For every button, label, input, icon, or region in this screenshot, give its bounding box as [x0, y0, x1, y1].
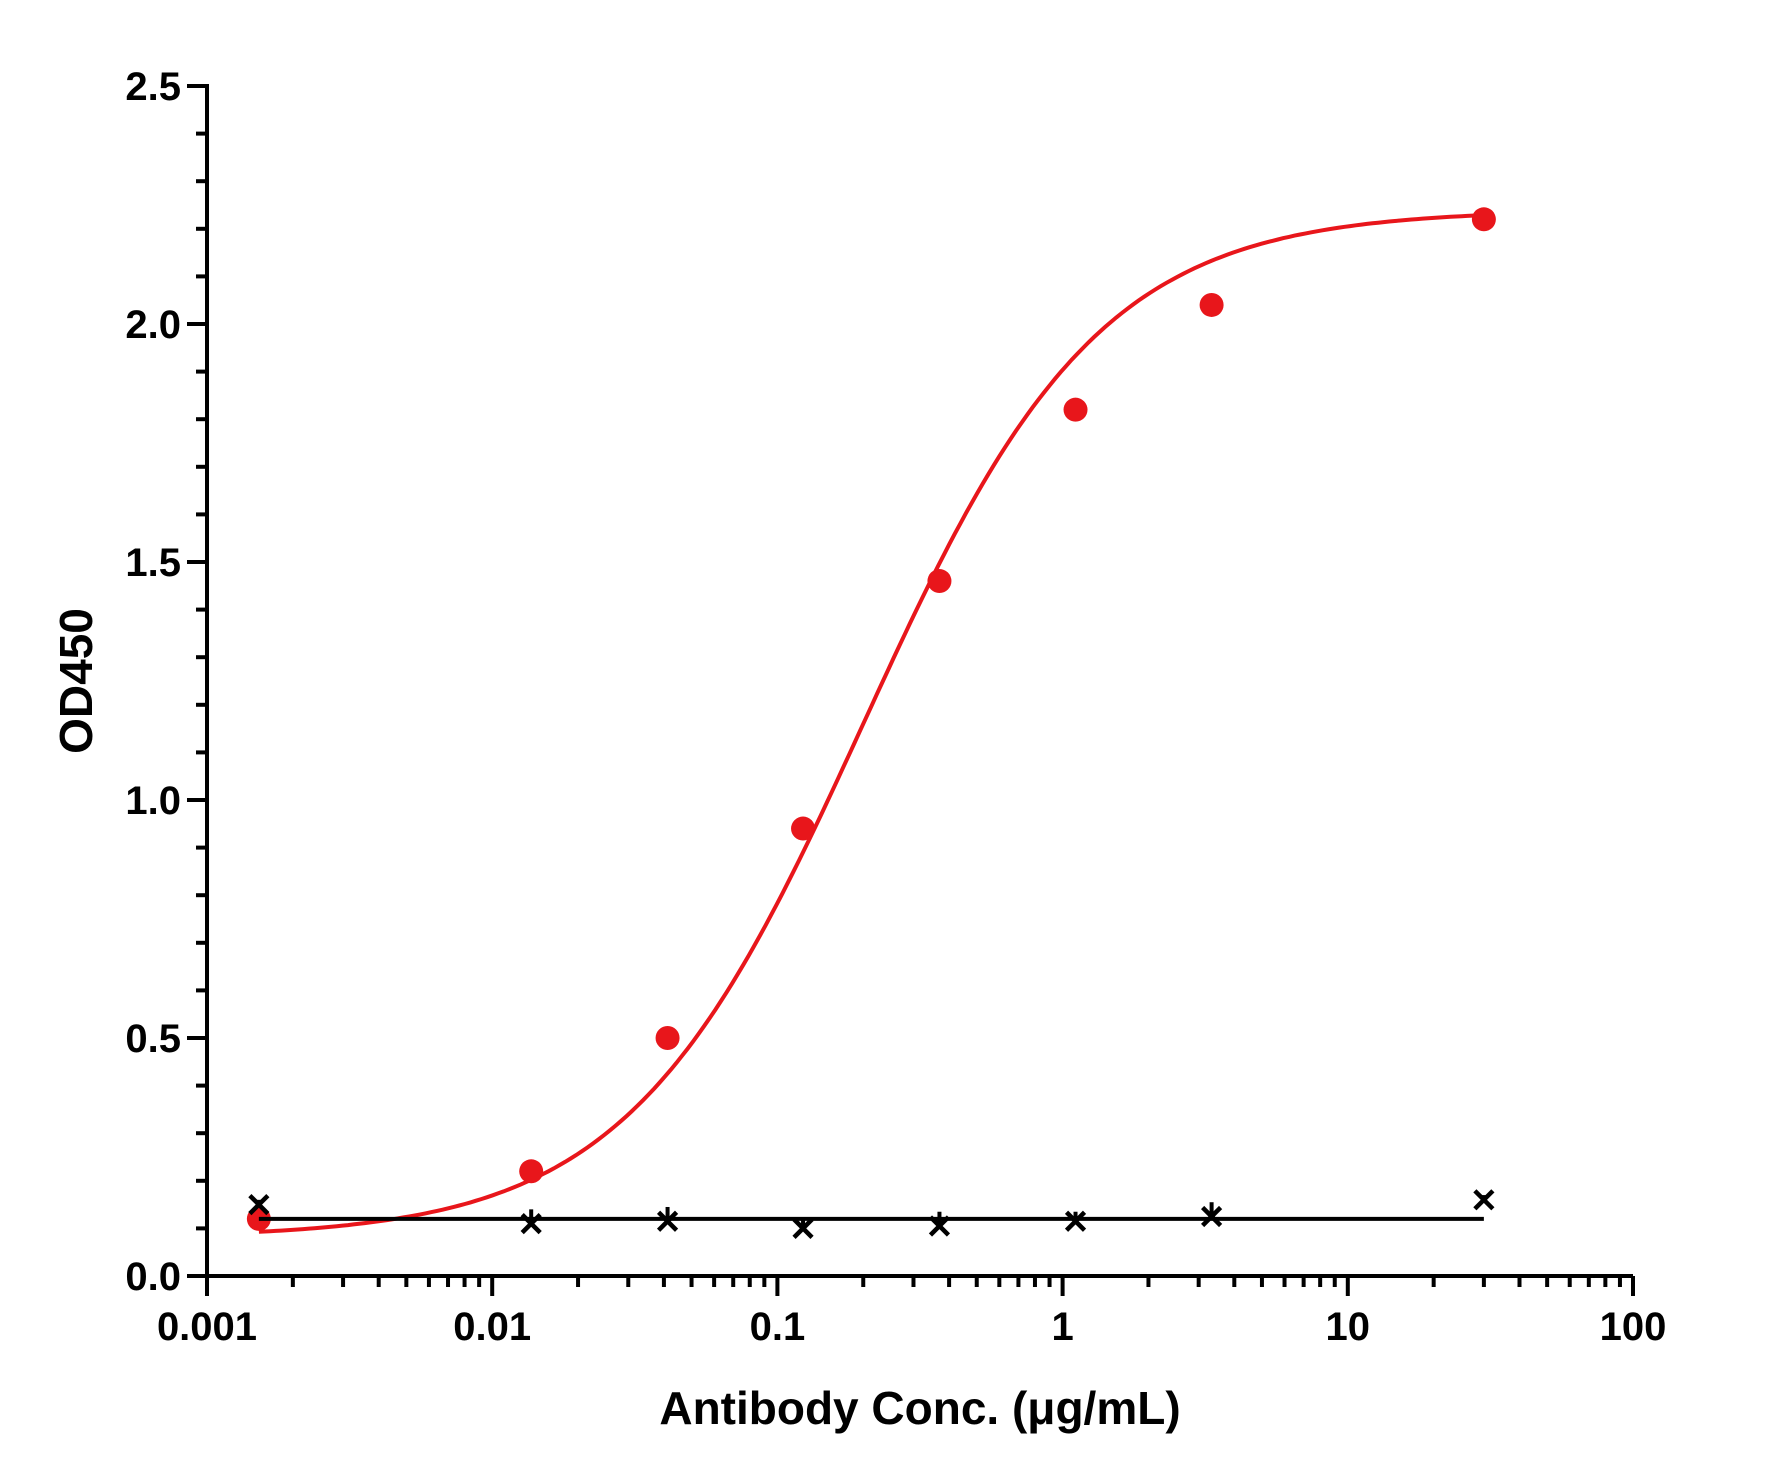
data-point — [1063, 397, 1088, 422]
plot-area — [246, 207, 1496, 1239]
data-point — [1199, 292, 1224, 317]
x-tick-label: 0.001 — [157, 1305, 257, 1349]
y-tick-label: 2.0 — [125, 303, 181, 347]
data-point — [519, 1159, 544, 1184]
x-marker-stroke — [656, 1210, 679, 1232]
x-axis: 0.001 0.01 0.1 1 10 100 — [157, 1274, 1667, 1349]
data-point — [792, 1217, 814, 1239]
data-point — [520, 1209, 542, 1235]
fit-curve — [258, 213, 1484, 1234]
x-marker-stroke — [520, 1213, 542, 1235]
x-marker-stroke — [792, 1217, 814, 1239]
data-point — [1471, 207, 1496, 232]
y-tick-label: 0.5 — [125, 1017, 181, 1061]
data-point — [791, 816, 816, 841]
data-point — [248, 1194, 270, 1216]
series-2 — [248, 1189, 1495, 1239]
x-axis-title: Antibody Conc. (μg/mL) — [659, 1382, 1180, 1434]
x-marker-stroke — [1064, 1210, 1087, 1232]
x-tick-label: 0.01 — [453, 1305, 531, 1349]
y-axis-title: OD450 — [50, 608, 102, 754]
data-point — [656, 1206, 679, 1232]
x-marker-stroke — [1201, 1205, 1223, 1228]
x-tick-label: 10 — [1326, 1305, 1371, 1349]
data-point — [927, 569, 952, 594]
y-tick-label: 1.0 — [125, 779, 181, 823]
data-point — [1473, 1189, 1495, 1211]
x-tick-label: 0.1 — [750, 1305, 806, 1349]
y-tick-label: 0.0 — [125, 1255, 181, 1299]
x-marker-stroke — [928, 1215, 951, 1237]
data-point — [928, 1211, 951, 1237]
y-tick-label: 1.5 — [125, 541, 181, 585]
x-marker-stroke — [248, 1194, 270, 1216]
y-axis: 0.0 0.5 1.0 1.5 2.0 2.5 — [125, 65, 209, 1299]
x-tick-label: 1 — [1051, 1305, 1073, 1349]
x-tick-label: 100 — [1600, 1305, 1667, 1349]
x-marker-stroke — [1473, 1189, 1495, 1211]
data-point — [655, 1026, 680, 1050]
data-point — [1064, 1210, 1087, 1232]
series-1 — [246, 207, 1496, 1234]
y-tick-label: 2.5 — [125, 65, 181, 109]
data-point — [1201, 1202, 1223, 1228]
